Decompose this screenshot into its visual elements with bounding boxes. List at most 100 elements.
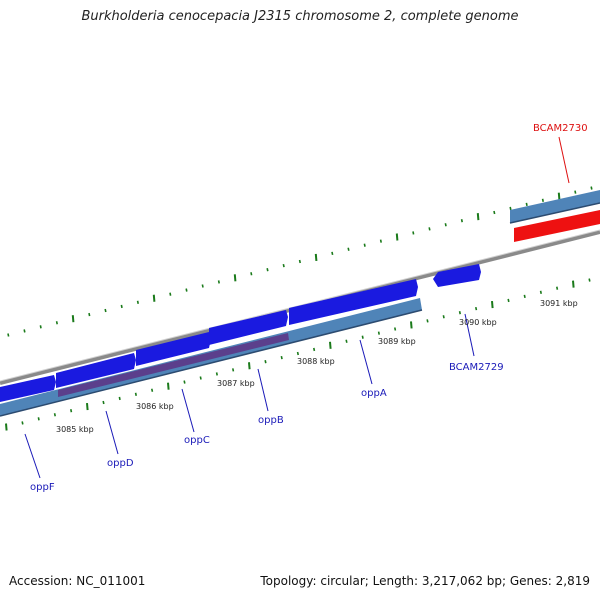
lower-tick	[426, 319, 429, 323]
upper-tick	[525, 202, 528, 207]
lower-tick	[507, 298, 510, 303]
genome-title: Burkholderia cenocepacia J2315 chromosom…	[81, 9, 519, 24]
genome-summary-text: Topology: circular; Length: 3,217,062 bp…	[260, 574, 590, 588]
upper-tick	[412, 231, 415, 235]
upper-tick	[152, 294, 156, 302]
upper-tick	[169, 292, 172, 296]
lower-tick	[53, 413, 56, 417]
cds-bcam2730-red[interactable]	[514, 210, 600, 242]
upper-tick	[136, 300, 139, 304]
upper-tick	[233, 274, 237, 282]
leader-bcam2729	[464, 313, 475, 357]
upper-tick	[363, 243, 366, 247]
upper-tick	[23, 329, 26, 333]
lower-tick	[21, 421, 24, 425]
lower-tick	[410, 321, 413, 329]
upper-tick	[347, 247, 350, 251]
leader-oppF	[24, 433, 41, 479]
lower-tick	[572, 280, 575, 288]
scale-label-3090: 3090 kbp	[459, 318, 497, 327]
upper-tick	[266, 268, 269, 272]
gene-label-oppB[interactable]: oppB	[258, 415, 284, 426]
upper-tick	[88, 312, 91, 317]
lower-tick	[70, 409, 73, 413]
cds-bcam2730-blue[interactable]	[510, 190, 600, 223]
cds-oppB-forward[interactable]	[209, 310, 288, 345]
lower-tick	[556, 286, 559, 290]
upper-tick	[104, 308, 107, 313]
leader-oppD	[105, 410, 119, 455]
upper-tick	[428, 227, 431, 231]
lower-tick	[183, 380, 186, 384]
operon-band-dark	[58, 333, 289, 397]
gene-labels: oppF oppD oppC oppB oppA BCAM2729 BCAM27…	[30, 123, 588, 493]
upper-tick	[395, 233, 399, 241]
cds-oppC-forward[interactable]	[136, 332, 211, 366]
lower-tick	[151, 388, 154, 392]
leader-oppC	[181, 388, 195, 433]
cds-oppF-forward[interactable]	[0, 375, 56, 402]
upper-tick	[493, 210, 496, 215]
upper-tick	[39, 325, 42, 329]
lower-tick	[458, 311, 461, 315]
upper-tick-row	[7, 186, 593, 337]
upper-tick	[201, 284, 204, 288]
lower-tick	[134, 392, 137, 396]
scale-label-3091: 3091 kbp	[540, 299, 578, 308]
upper-tick	[379, 239, 382, 243]
lower-tick	[102, 400, 105, 405]
upper-tick	[460, 219, 463, 223]
leader-oppB	[257, 368, 269, 412]
lower-tick	[280, 355, 283, 360]
reverse-strand	[0, 298, 423, 417]
upper-tick	[590, 186, 593, 190]
lower-tick	[523, 294, 526, 299]
scale-label-3089: 3089 kbp	[378, 337, 416, 346]
upper-tick	[509, 206, 512, 211]
upper-tick	[7, 333, 10, 337]
scale-label-3088: 3088 kbp	[297, 357, 335, 366]
gene-label-oppA[interactable]: oppA	[361, 388, 387, 399]
lower-tick	[377, 331, 380, 335]
lower-tick	[86, 403, 89, 411]
lower-tick	[475, 306, 478, 311]
upper-tick	[314, 253, 318, 262]
scale-label-3087: 3087 kbp	[217, 379, 255, 388]
upper-tick	[444, 223, 447, 227]
cds-oppD-forward[interactable]	[56, 353, 136, 388]
lower-tick	[296, 351, 299, 356]
lower-tick	[442, 315, 445, 319]
upper-tick	[298, 259, 301, 264]
lower-tick	[215, 372, 218, 376]
forward-strand	[0, 264, 481, 402]
gene-label-oppF[interactable]: oppF	[30, 482, 55, 493]
cds-oppA-forward[interactable]	[289, 279, 418, 325]
accession-text: Accession: NC_011001	[9, 574, 146, 588]
upper-tick	[185, 288, 188, 292]
lower-tick	[167, 382, 170, 390]
cds-bcam2730-blue-edge	[509, 202, 600, 224]
upper-tick	[331, 251, 334, 256]
lower-tick	[539, 290, 542, 294]
lower-tick	[232, 368, 235, 372]
upper-tick	[574, 190, 577, 194]
upper-tick	[120, 304, 123, 309]
leader-bcam2730	[558, 136, 570, 184]
lower-tick	[345, 339, 348, 343]
gene-label-bcam2730[interactable]: BCAM2730	[533, 123, 588, 134]
gene-label-bcam2729[interactable]: BCAM2729	[449, 362, 504, 373]
lower-tick	[361, 335, 364, 339]
upper-tick	[541, 198, 544, 202]
gene-label-oppD[interactable]: oppD	[107, 458, 134, 469]
lower-tick	[264, 360, 267, 364]
lower-tick	[491, 300, 494, 309]
cds-bcam2729-forward[interactable]	[433, 264, 481, 287]
lower-tick	[313, 347, 316, 352]
scale-label-3086: 3086 kbp	[136, 402, 174, 411]
upper-tick	[71, 315, 75, 323]
scale-labels: 3085 kbp 3086 kbp 3087 kbp 3088 kbp 3089…	[56, 299, 578, 434]
leader-lines	[24, 136, 570, 479]
lower-tick	[118, 396, 121, 401]
gene-label-oppC[interactable]: oppC	[184, 435, 210, 446]
